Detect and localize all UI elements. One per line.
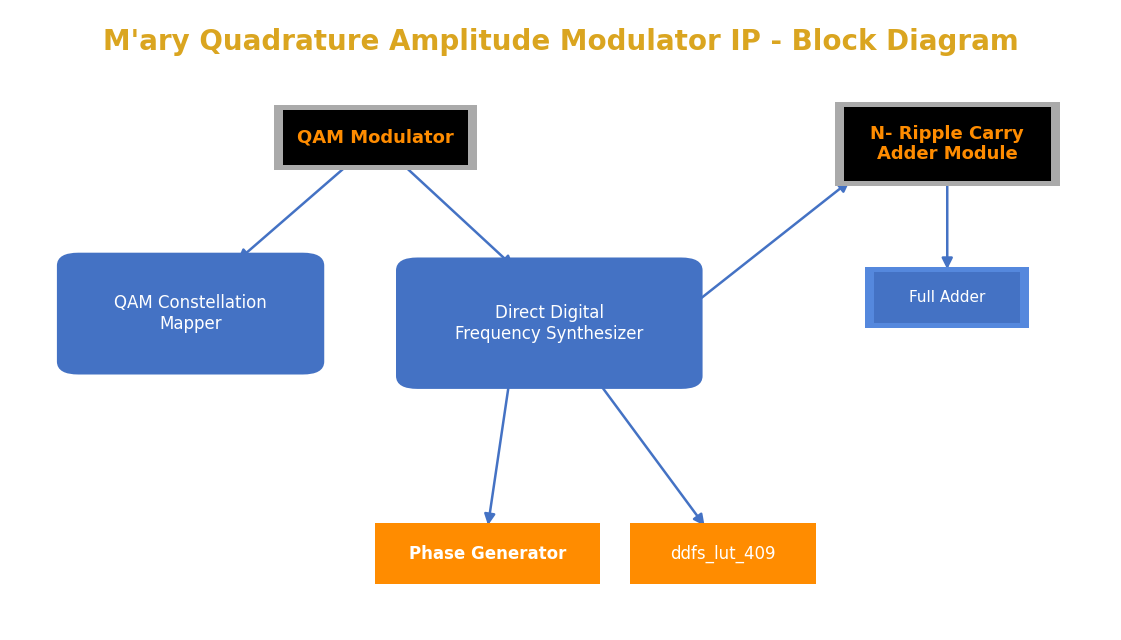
- Text: Direct Digital
Frequency Synthesizer: Direct Digital Frequency Synthesizer: [455, 304, 643, 342]
- Text: Phase Generator: Phase Generator: [409, 545, 566, 563]
- FancyBboxPatch shape: [843, 107, 1051, 180]
- FancyBboxPatch shape: [639, 528, 807, 579]
- Text: ddfs_lut_409: ddfs_lut_409: [670, 545, 776, 563]
- FancyBboxPatch shape: [374, 523, 601, 584]
- Text: Full Adder: Full Adder: [909, 290, 985, 305]
- Text: QAM Modulator: QAM Modulator: [297, 129, 454, 147]
- FancyBboxPatch shape: [397, 259, 702, 388]
- FancyBboxPatch shape: [385, 528, 592, 579]
- FancyBboxPatch shape: [274, 105, 478, 170]
- Text: M'ary Quadrature Amplitude Modulator IP - Block Diagram: M'ary Quadrature Amplitude Modulator IP …: [103, 28, 1018, 56]
- FancyBboxPatch shape: [865, 267, 1029, 328]
- FancyBboxPatch shape: [282, 110, 469, 164]
- Text: QAM Constellation
Mapper: QAM Constellation Mapper: [114, 294, 267, 333]
- FancyBboxPatch shape: [58, 254, 323, 373]
- FancyBboxPatch shape: [834, 102, 1060, 186]
- FancyBboxPatch shape: [874, 272, 1020, 323]
- Text: N- Ripple Carry
Adder Module: N- Ripple Carry Adder Module: [870, 125, 1025, 163]
- FancyBboxPatch shape: [630, 523, 816, 584]
